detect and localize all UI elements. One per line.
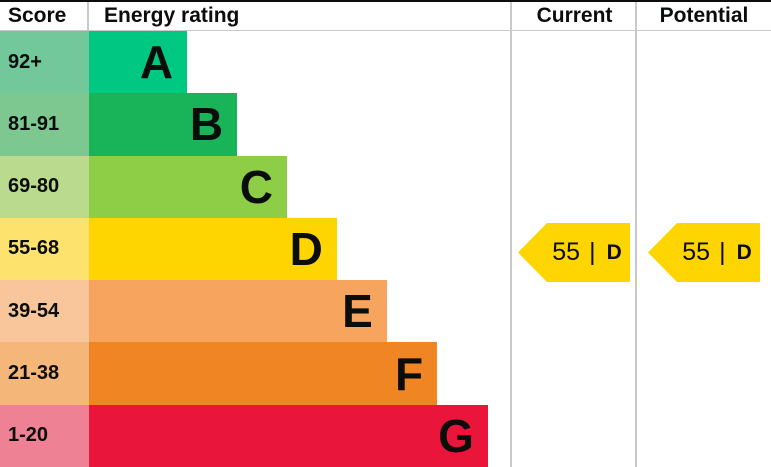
header-potential: Potential [659, 4, 749, 27]
rating-letter-e: E [342, 285, 373, 338]
rating-letter-d: D [289, 222, 323, 275]
rating-bar-a: A [89, 31, 188, 94]
rating-letter-a: A [139, 36, 174, 89]
rating-bar-c: C [89, 155, 287, 218]
band-row-g: 1-20 G [0, 404, 771, 467]
header-energy-rating: Energy rating [104, 4, 240, 27]
score-range-c: 69-80 [0, 155, 89, 218]
band-row-d: 55-68 D [0, 217, 771, 281]
score-range-d: 55-68 [0, 217, 89, 281]
band-row-c: 69-80 C [0, 155, 771, 218]
potential-rating-band: D [736, 240, 752, 264]
potential-rating-divider: | [719, 238, 726, 266]
rating-bar-e: E [89, 280, 387, 343]
score-range-f: 21-38 [0, 342, 89, 405]
rating-bar-b: B [89, 93, 238, 156]
header-current: Current [536, 4, 613, 27]
current-rating-band: D [606, 240, 622, 264]
current-rating-divider: | [589, 238, 596, 266]
chart-header: Score Energy rating Current Potential [0, 2, 771, 31]
score-range-g: 1-20 [0, 404, 89, 467]
rating-bar-d: D [89, 217, 337, 281]
rating-letter-b: B [189, 98, 224, 151]
current-rating-value: 55 [552, 238, 581, 266]
rating-letter-f: F [395, 347, 424, 400]
rating-letter-g: G [438, 409, 474, 462]
band-row-b: 81-91 B [0, 93, 771, 156]
rating-bar-g: G [89, 404, 488, 467]
rating-rows: 92+ A 81-91 B 69-80 C 55-68 D 39-54 E 21… [0, 31, 771, 467]
band-row-f: 21-38 F [0, 342, 771, 405]
header-score: Score [8, 4, 67, 27]
rating-bar-f: F [89, 342, 438, 405]
band-row-e: 39-54 E [0, 280, 771, 343]
score-range-b: 81-91 [0, 93, 89, 156]
column-divider [635, 2, 637, 467]
rating-letter-c: C [239, 160, 273, 213]
score-range-a: 92+ [0, 31, 89, 94]
band-row-a: 92+ A [0, 31, 771, 94]
score-range-e: 39-54 [0, 280, 89, 343]
column-divider [510, 2, 512, 467]
potential-rating-value: 55 [682, 238, 711, 266]
